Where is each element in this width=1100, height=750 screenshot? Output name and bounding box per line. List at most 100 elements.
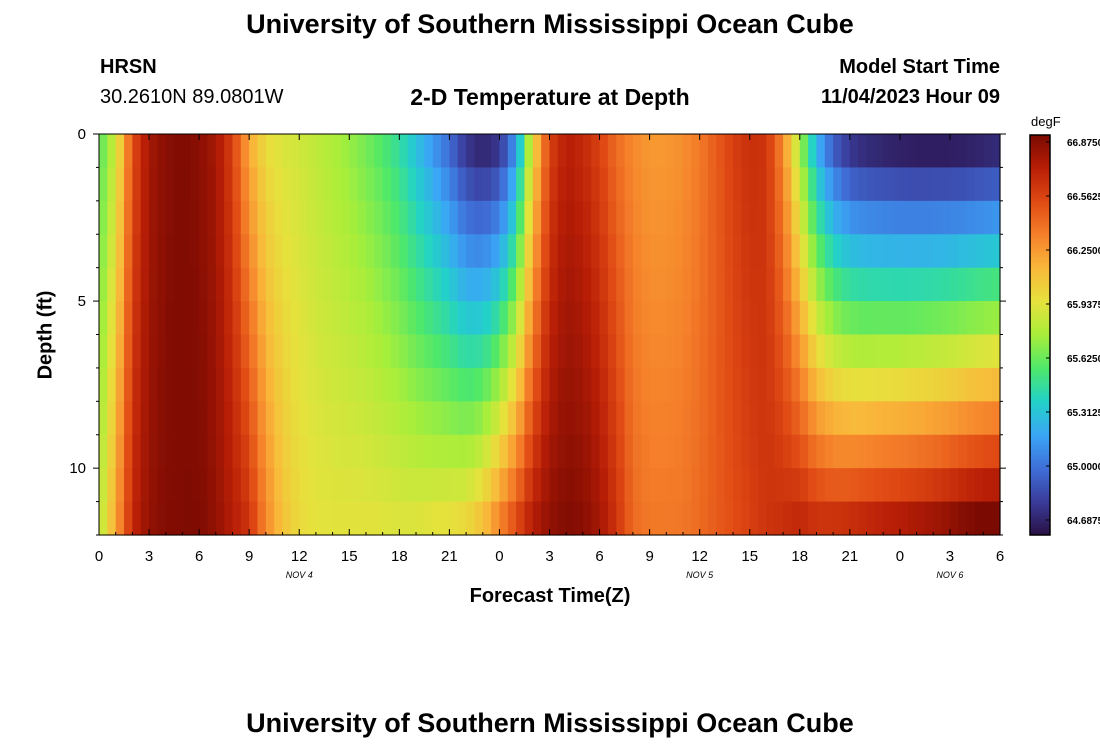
heatmap-cell [174,234,184,269]
heatmap-cell [766,468,776,503]
heatmap-cell [991,367,1001,402]
heatmap-cell [783,401,793,436]
heatmap-cell [958,200,968,235]
heatmap-cell [491,267,501,302]
heatmap-cell [207,501,217,536]
heatmap-cell [432,167,442,202]
heatmap-cell [599,200,609,235]
heatmap-cell [265,134,275,169]
heatmap-cell [941,134,951,169]
heatmap-cell [716,334,726,369]
heatmap-cell [691,468,701,503]
heatmap-cell [624,501,634,536]
heatmap-cell [966,401,976,436]
heatmap-cell [449,434,459,469]
heatmap-cell [390,468,400,503]
heatmap-cell [783,501,793,536]
heatmap-cell [224,334,234,369]
heatmap-cell [441,167,450,202]
heatmap-cell [566,134,576,169]
heatmap-cell [215,334,225,369]
heatmap-cell [532,401,542,436]
heatmap-cell [290,434,300,469]
heatmap-cell [624,234,634,269]
heatmap-cell [949,434,959,469]
heatmap-cell [874,167,884,202]
heatmap-cell [274,468,284,503]
heatmap-cell [416,367,425,402]
heatmap-cell [240,334,250,369]
heatmap-cell [357,334,367,369]
heatmap-cell [332,234,342,269]
heatmap-cell [616,234,626,269]
heatmap-cell [808,501,818,536]
heatmap-cell [933,134,943,169]
heatmap-cell [866,367,876,402]
heatmap-cell [524,434,534,469]
heatmap-cell [249,234,259,269]
heatmap-cell [933,401,943,436]
heatmap-cell [758,334,767,369]
heatmap-cell [224,167,234,202]
heatmap-cell [190,367,200,402]
heatmap-cell [249,200,259,235]
heatmap-cell [641,134,651,169]
heatmap-cell [307,501,317,536]
heatmap-cell [474,167,484,202]
heatmap-cell [958,134,968,169]
heatmap-cell [232,501,242,536]
heatmap-cell [858,200,868,235]
heatmap-cell [974,134,984,169]
heatmap-cell [541,301,551,336]
heatmap-cell [816,267,826,302]
heatmap-cell [816,301,826,336]
heatmap-cell [482,468,492,503]
heatmap-cell [824,301,834,336]
heatmap-cell [774,134,784,169]
y-tick-label: 10 [69,460,86,477]
heatmap-cell [416,200,425,235]
heatmap-cell [165,434,175,469]
heatmap-cell [274,367,284,402]
heatmap-cell [891,200,901,235]
heatmap-cell [491,501,501,536]
heatmap-cell [933,167,943,202]
heatmap-cell [708,167,717,202]
x-tick-label: 21 [841,548,858,565]
heatmap-cell [541,134,551,169]
heatmap-cell [949,134,959,169]
heatmap-cell [407,434,417,469]
heatmap-cell [941,200,951,235]
heatmap-cell [399,267,409,302]
heatmap-cell [491,434,501,469]
heatmap-cell [399,334,409,369]
heatmap-cell [149,334,158,369]
heatmap-cell [240,200,250,235]
heatmap-cell [449,501,459,536]
heatmap-cell [532,434,542,469]
heatmap-cell [899,367,909,402]
heatmap-cell [424,501,434,536]
heatmap-cell [699,167,709,202]
heatmap-cell [457,334,467,369]
heatmap-cell [657,134,667,169]
heatmap-cell [716,301,726,336]
heatmap-cell [207,367,217,402]
heatmap-cell [207,134,217,169]
heatmap-cell [374,234,384,269]
heatmap-cell [783,301,793,336]
heatmap-cell [165,367,175,402]
heatmap-cell [708,134,717,169]
heatmap-cell [457,501,467,536]
heatmap-cell [132,367,142,402]
heatmap-cell [357,134,367,169]
heatmap-cell [199,434,209,469]
heatmap-cell [290,167,300,202]
heatmap-cell [933,334,943,369]
heatmap-cell [616,434,626,469]
heatmap-cell [758,267,767,302]
heatmap-cell [265,200,275,235]
heatmap-cell [390,134,400,169]
heatmap-cell [657,167,667,202]
heatmap-cell [224,234,234,269]
